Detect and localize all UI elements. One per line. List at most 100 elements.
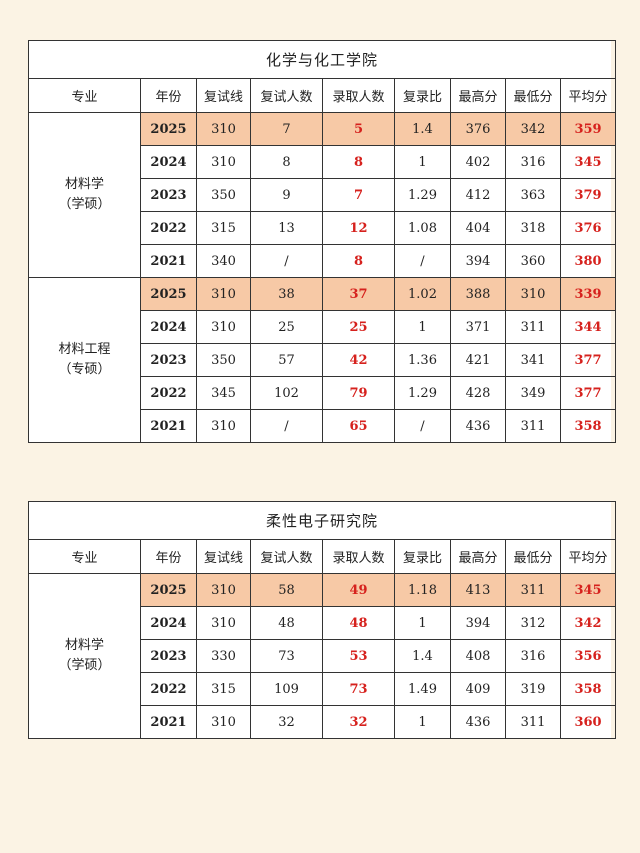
ratio-cell: 1.29 — [394, 376, 451, 410]
retest-line-cell: 310 — [196, 606, 251, 640]
table-title: 化学与化工学院 — [27, 40, 617, 79]
ratio-cell: 1 — [394, 606, 451, 640]
major-cell: 材料学 （学硕） — [28, 573, 141, 739]
min-score-cell: 310 — [505, 277, 561, 311]
min-score-cell: 316 — [505, 145, 561, 179]
avg-score-cell: 376 — [559, 211, 617, 245]
column-header: 复试人数 — [250, 78, 323, 113]
max-score-cell: 408 — [450, 639, 506, 673]
retest-count-cell: 109 — [250, 672, 323, 706]
retest-line-cell: 330 — [196, 639, 251, 673]
retest-line-cell: 350 — [196, 343, 251, 377]
table-row: 2022 345 102 79 1.29 428 349 377 — [29, 376, 617, 410]
avg-score-cell: 377 — [559, 376, 617, 410]
year-cell: 2021 — [140, 409, 197, 443]
avg-score-cell: 377 — [559, 343, 617, 377]
table-body: 化学与化工学院 专业 年份 复试线 复试人数 录取人数 复录比 最高分 最低分 平均分材料学 （学硕… — [27, 40, 617, 443]
admitted-count-cell: 48 — [322, 606, 395, 640]
retest-count-cell: 13 — [250, 211, 323, 245]
min-score-cell: 311 — [505, 573, 561, 607]
max-score-cell: 376 — [450, 112, 506, 146]
retest-line-cell: 310 — [196, 705, 251, 739]
min-score-cell: 319 — [505, 672, 561, 706]
table-title-row: 柔性电子研究院 — [27, 501, 617, 540]
avg-score-cell: 339 — [559, 277, 617, 311]
year-cell: 2024 — [140, 606, 197, 640]
ratio-cell: 1.18 — [394, 573, 451, 607]
max-score-cell: 394 — [450, 244, 506, 278]
admitted-count-cell: 37 — [322, 277, 395, 311]
ratio-cell: 1 — [394, 705, 451, 739]
admitted-count-cell: 73 — [322, 672, 395, 706]
min-score-cell: 312 — [505, 606, 561, 640]
ratio-cell: 1.29 — [394, 178, 451, 212]
retest-count-cell: 9 — [250, 178, 323, 212]
column-header: 专业 — [28, 539, 141, 574]
ratio-cell: / — [394, 409, 451, 443]
header-row: 专业 年份 复试线 复试人数 录取人数 复录比 最高分 最低分 平均分 — [28, 539, 617, 574]
retest-count-cell: 58 — [250, 573, 323, 607]
year-cell: 2023 — [140, 178, 197, 212]
column-header: 复试线 — [196, 78, 251, 113]
degree-type: （学硕） — [58, 197, 111, 212]
ratio-cell: 1.4 — [394, 639, 451, 673]
max-score-cell: 413 — [450, 573, 506, 607]
retest-count-cell: 25 — [250, 310, 323, 344]
year-cell: 2024 — [140, 310, 197, 344]
retest-count-cell: 38 — [250, 277, 323, 311]
table-row: 材料学 （学硕） 2025 310 58 49 1.18 413 311 345 — [28, 573, 617, 739]
ratio-cell: 1 — [394, 145, 451, 179]
retest-count-cell: 73 — [250, 639, 323, 673]
admission-table-flexible-electronics: 柔性电子研究院 专业 年份 复试线 复试人数 录取人数 复录比 最高分 最低分 平均分 材料学 （学硕… — [27, 501, 617, 739]
retest-line-cell: 310 — [196, 277, 251, 311]
column-header: 年份 — [140, 78, 197, 113]
header-row: 专业 年份 复试线 复试人数 录取人数 复录比 最高分 最低分 平均分 — [28, 78, 617, 113]
column-header: 最高分 — [450, 78, 506, 113]
min-score-cell: 360 — [505, 244, 561, 278]
retest-count-cell: 8 — [250, 145, 323, 179]
min-score-cell: 311 — [505, 310, 561, 344]
admitted-count-cell: 7 — [322, 178, 395, 212]
retest-line-cell: 345 — [196, 376, 251, 410]
major-name: 材料学 — [64, 177, 104, 192]
retest-line-cell: 310 — [196, 112, 251, 146]
max-score-cell: 409 — [450, 672, 506, 706]
max-score-cell: 388 — [450, 277, 506, 311]
max-score-cell: 421 — [450, 343, 506, 377]
min-score-cell: 318 — [505, 211, 561, 245]
table-row: 2023 350 9 7 1.29 412 363 379 — [29, 178, 617, 212]
retest-count-cell: 32 — [250, 705, 323, 739]
retest-count-cell: 48 — [250, 606, 323, 640]
major-cell: 材料工程 （专硕） — [28, 277, 141, 443]
admission-table-chemistry: 化学与化工学院 专业 年份 复试线 复试人数 录取人数 复录比 最高分 最低分 平均分材料学 （学硕… — [27, 40, 617, 443]
year-cell: 2025 — [140, 277, 197, 311]
table-row: 2022 315 13 12 1.08 404 318 376 — [29, 211, 617, 245]
column-header: 复录比 — [394, 78, 451, 113]
admitted-count-cell: 53 — [322, 639, 395, 673]
avg-score-cell: 359 — [559, 112, 617, 146]
admitted-count-cell: 12 — [322, 211, 395, 245]
admitted-count-cell: 49 — [322, 573, 395, 607]
year-cell: 2025 — [140, 112, 197, 146]
degree-type: （专硕） — [58, 362, 111, 377]
min-score-cell: 342 — [505, 112, 561, 146]
ratio-cell: 1.36 — [394, 343, 451, 377]
ratio-cell: 1.49 — [394, 672, 451, 706]
column-header: 专业 — [28, 78, 141, 113]
max-score-cell: 402 — [450, 145, 506, 179]
max-score-cell: 436 — [450, 705, 506, 739]
min-score-cell: 349 — [505, 376, 561, 410]
table-row: 2024 310 25 25 1 371 311 344 — [29, 310, 617, 344]
min-score-cell: 341 — [505, 343, 561, 377]
column-header: 平均分 — [559, 78, 617, 113]
avg-score-cell: 380 — [559, 244, 617, 278]
year-cell: 2023 — [140, 639, 197, 673]
avg-score-cell: 379 — [559, 178, 617, 212]
retest-line-cell: 340 — [196, 244, 251, 278]
admitted-count-cell: 8 — [322, 145, 395, 179]
table-title: 柔性电子研究院 — [27, 501, 617, 540]
major-cell: 材料学 （学硕） — [28, 112, 141, 278]
retest-count-cell: / — [250, 244, 323, 278]
column-header: 录取人数 — [322, 539, 395, 574]
min-score-cell: 363 — [505, 178, 561, 212]
